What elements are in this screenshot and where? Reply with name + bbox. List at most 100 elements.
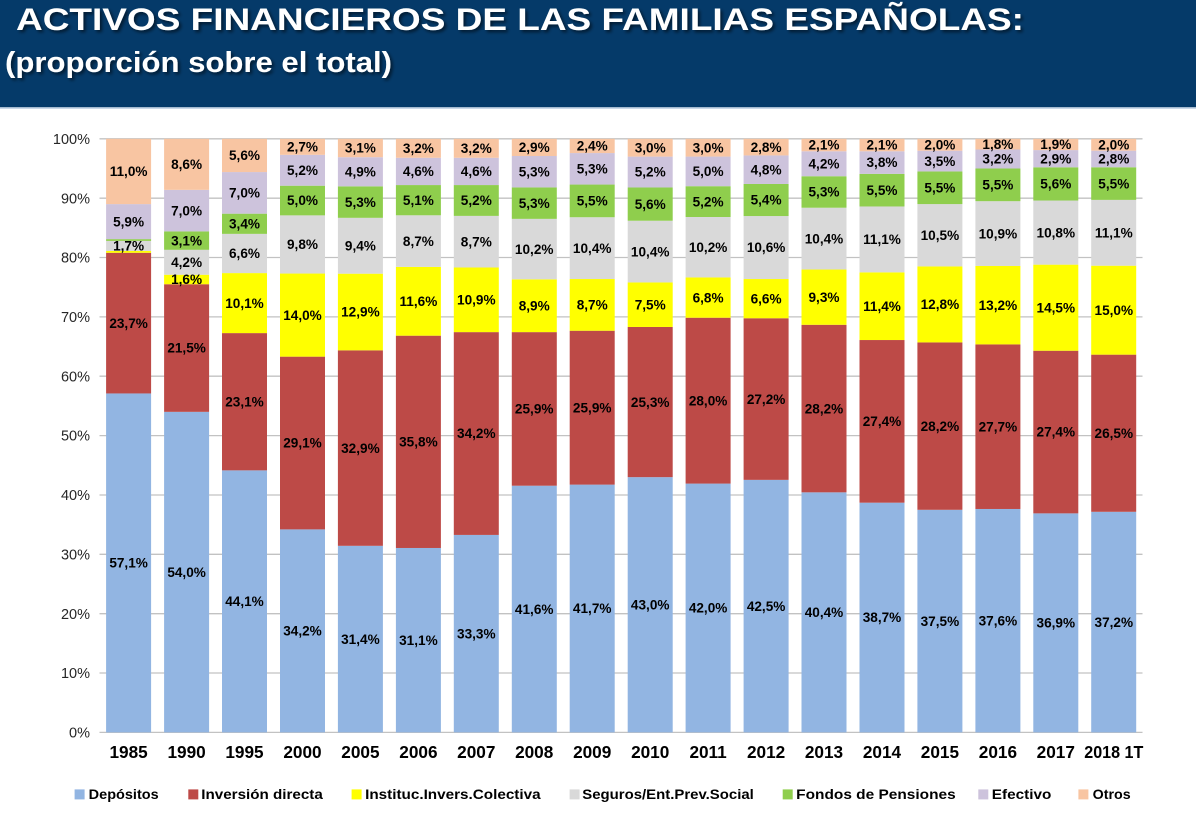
- svg-text:25,3%: 25,3%: [631, 395, 670, 410]
- svg-text:5,3%: 5,3%: [519, 196, 550, 211]
- svg-text:8,7%: 8,7%: [461, 234, 492, 249]
- svg-text:28,0%: 28,0%: [689, 393, 728, 408]
- svg-text:2013: 2013: [805, 742, 843, 762]
- svg-text:5,5%: 5,5%: [867, 183, 898, 198]
- svg-text:2018 1T: 2018 1T: [1084, 742, 1143, 762]
- svg-text:2005: 2005: [341, 742, 380, 762]
- svg-text:5,2%: 5,2%: [287, 163, 318, 178]
- svg-text:7,0%: 7,0%: [229, 186, 260, 201]
- svg-text:29,1%: 29,1%: [283, 436, 322, 451]
- svg-text:10,4%: 10,4%: [631, 244, 670, 259]
- svg-text:20%: 20%: [61, 607, 90, 623]
- svg-text:6,6%: 6,6%: [751, 291, 782, 306]
- svg-text:0%: 0%: [69, 726, 90, 742]
- svg-text:3,1%: 3,1%: [171, 233, 202, 248]
- svg-text:28,2%: 28,2%: [921, 419, 960, 434]
- svg-text:10,2%: 10,2%: [689, 240, 728, 255]
- svg-text:9,3%: 9,3%: [809, 290, 840, 305]
- svg-text:2006: 2006: [399, 742, 437, 762]
- svg-text:8,9%: 8,9%: [519, 298, 550, 313]
- svg-text:2007: 2007: [457, 742, 495, 762]
- svg-text:2,1%: 2,1%: [867, 138, 898, 153]
- svg-text:10,2%: 10,2%: [515, 242, 554, 257]
- svg-text:9,4%: 9,4%: [345, 239, 376, 254]
- svg-text:90%: 90%: [61, 191, 90, 207]
- svg-text:2,0%: 2,0%: [924, 137, 955, 152]
- svg-text:10,5%: 10,5%: [921, 228, 960, 243]
- svg-text:5,6%: 5,6%: [1040, 177, 1071, 192]
- svg-text:3,1%: 3,1%: [345, 141, 376, 156]
- svg-text:57,1%: 57,1%: [109, 556, 148, 571]
- svg-text:2008: 2008: [515, 742, 554, 762]
- svg-text:2010: 2010: [631, 742, 669, 762]
- svg-text:5,9%: 5,9%: [113, 214, 144, 229]
- svg-text:34,2%: 34,2%: [283, 624, 322, 639]
- svg-text:27,7%: 27,7%: [979, 419, 1018, 434]
- svg-text:5,3%: 5,3%: [577, 162, 608, 177]
- svg-text:5,4%: 5,4%: [751, 193, 782, 208]
- svg-text:10,1%: 10,1%: [225, 296, 264, 311]
- svg-text:2000: 2000: [283, 742, 321, 762]
- svg-text:7,5%: 7,5%: [635, 297, 666, 312]
- svg-text:31,1%: 31,1%: [399, 633, 438, 648]
- svg-text:6,6%: 6,6%: [229, 246, 260, 261]
- svg-text:1,8%: 1,8%: [982, 137, 1013, 152]
- svg-text:13,2%: 13,2%: [979, 298, 1018, 313]
- svg-text:25,9%: 25,9%: [515, 402, 554, 417]
- svg-text:3,4%: 3,4%: [229, 217, 260, 232]
- svg-text:15,0%: 15,0%: [1095, 303, 1134, 318]
- svg-text:5,6%: 5,6%: [635, 197, 666, 212]
- svg-text:34,2%: 34,2%: [457, 426, 496, 441]
- svg-text:12,8%: 12,8%: [921, 297, 960, 312]
- svg-text:3,2%: 3,2%: [982, 152, 1013, 167]
- svg-text:1,9%: 1,9%: [1040, 137, 1071, 152]
- svg-text:10,9%: 10,9%: [979, 226, 1018, 241]
- svg-text:5,2%: 5,2%: [693, 194, 724, 209]
- svg-text:1990: 1990: [167, 742, 205, 762]
- svg-text:4,2%: 4,2%: [809, 157, 840, 172]
- svg-text:10,4%: 10,4%: [573, 241, 612, 256]
- svg-text:5,5%: 5,5%: [982, 178, 1013, 193]
- svg-text:11,6%: 11,6%: [400, 294, 438, 309]
- svg-text:2,7%: 2,7%: [287, 140, 318, 155]
- svg-text:23,7%: 23,7%: [109, 316, 148, 331]
- svg-text:4,9%: 4,9%: [345, 165, 376, 180]
- svg-text:14,5%: 14,5%: [1037, 300, 1076, 315]
- svg-text:(proporción sobre el total): (proporción sobre el total): [5, 47, 392, 79]
- svg-text:32,9%: 32,9%: [341, 441, 380, 456]
- svg-text:5,6%: 5,6%: [229, 148, 260, 163]
- svg-text:2,9%: 2,9%: [1040, 151, 1071, 166]
- svg-text:44,1%: 44,1%: [225, 594, 264, 609]
- svg-text:37,5%: 37,5%: [921, 614, 960, 629]
- svg-text:Depósitos: Depósitos: [89, 786, 159, 802]
- svg-text:10,4%: 10,4%: [805, 231, 844, 246]
- svg-text:2,8%: 2,8%: [1098, 152, 1129, 167]
- svg-text:5,0%: 5,0%: [287, 193, 318, 208]
- svg-text:41,6%: 41,6%: [515, 602, 554, 617]
- svg-text:3,0%: 3,0%: [635, 140, 666, 155]
- svg-text:40%: 40%: [61, 488, 90, 504]
- svg-text:2015: 2015: [921, 742, 960, 762]
- svg-text:4,6%: 4,6%: [403, 164, 434, 179]
- svg-text:3,0%: 3,0%: [693, 140, 724, 155]
- svg-text:37,6%: 37,6%: [979, 613, 1018, 628]
- svg-text:5,5%: 5,5%: [924, 181, 955, 196]
- svg-text:4,6%: 4,6%: [461, 164, 492, 179]
- svg-text:100%: 100%: [53, 132, 90, 148]
- svg-text:Inversión directa: Inversión directa: [201, 786, 323, 802]
- svg-text:Seguros/Ent.Prev.Social: Seguros/Ent.Prev.Social: [582, 786, 754, 802]
- svg-text:Fondos de Pensiones: Fondos de Pensiones: [796, 786, 956, 802]
- svg-text:5,3%: 5,3%: [809, 185, 840, 200]
- svg-text:38,7%: 38,7%: [863, 610, 902, 625]
- svg-text:ACTIVOS FINANCIEROS DE LAS FAM: ACTIVOS FINANCIEROS DE LAS FAMILIAS ESPA…: [16, 1, 1024, 37]
- svg-text:2,8%: 2,8%: [751, 140, 782, 155]
- svg-text:27,4%: 27,4%: [863, 414, 902, 429]
- svg-text:Otros: Otros: [1093, 786, 1131, 802]
- svg-text:1985: 1985: [109, 742, 148, 762]
- svg-text:3,8%: 3,8%: [867, 155, 898, 170]
- svg-text:Efectivo: Efectivo: [992, 786, 1051, 802]
- svg-text:9,8%: 9,8%: [287, 237, 318, 252]
- svg-text:35,8%: 35,8%: [399, 435, 438, 450]
- svg-text:33,3%: 33,3%: [457, 626, 496, 641]
- svg-text:28,2%: 28,2%: [805, 401, 844, 416]
